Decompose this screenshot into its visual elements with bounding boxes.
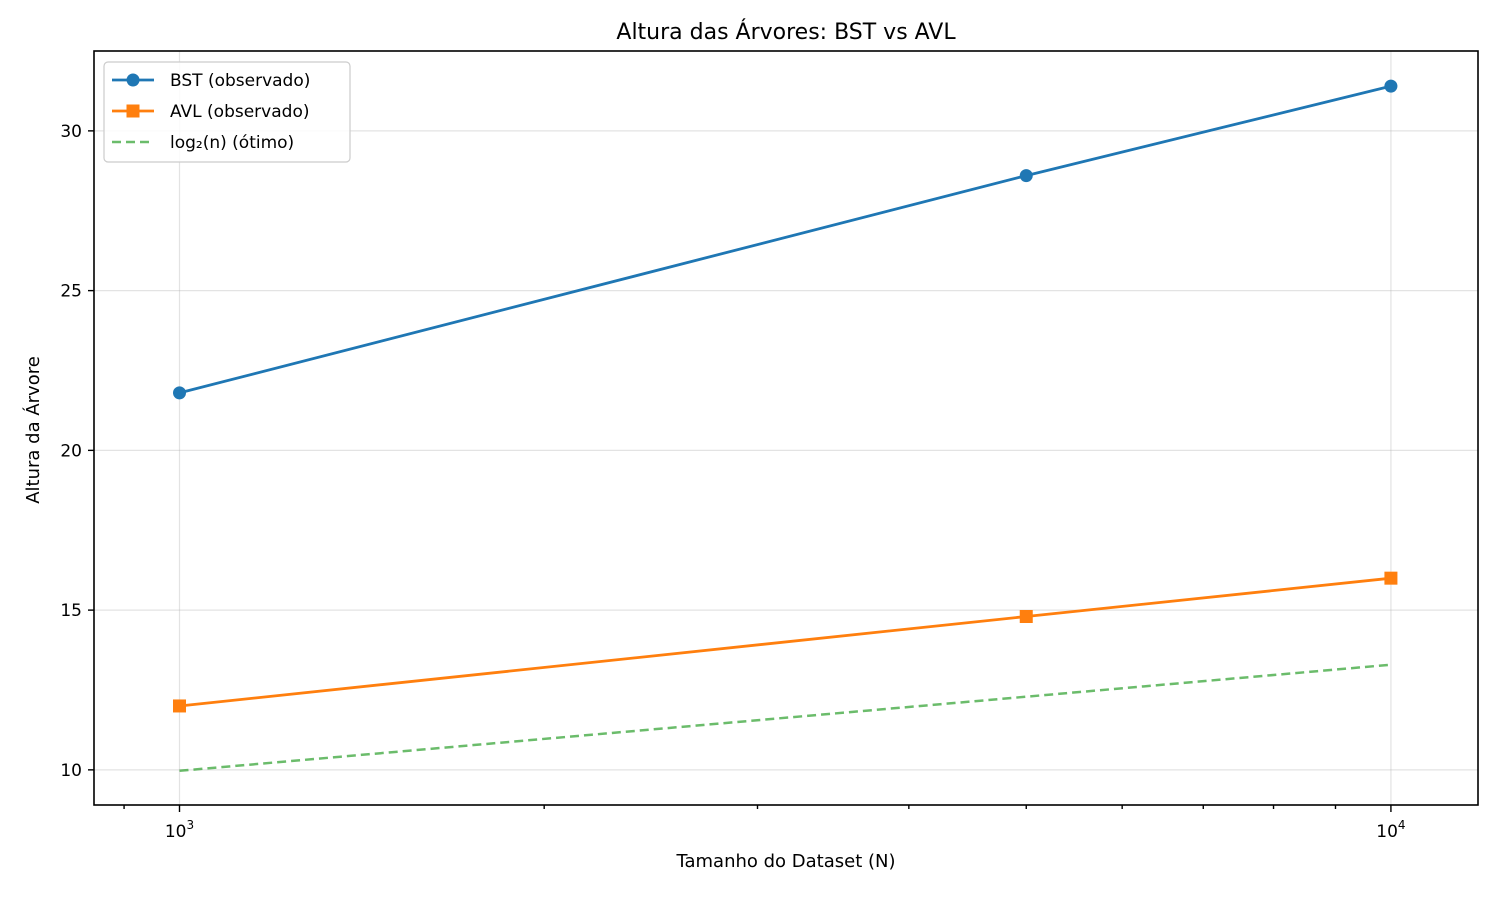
data-point bbox=[1019, 610, 1033, 623]
y-tick-label: 30 bbox=[60, 122, 82, 142]
legend-box bbox=[103, 61, 351, 163]
y-axis-label: Altura da Árvore bbox=[22, 356, 44, 504]
grid bbox=[94, 51, 1478, 805]
legend: BST (observado) AVL (observado) log₂(n) (ó… bbox=[103, 61, 351, 163]
legend-marker bbox=[126, 104, 140, 118]
legend-marker bbox=[126, 73, 140, 87]
y-tick-label: 15 bbox=[60, 601, 82, 621]
x-tick-label: 104 bbox=[1376, 818, 1405, 842]
x-tick-label-base: 10 bbox=[165, 822, 187, 842]
legend-label: AVL (observado) bbox=[170, 102, 309, 122]
series-3 bbox=[179, 663, 1392, 773]
x-tick-label-base: 10 bbox=[1376, 822, 1398, 842]
legend-label: BST (observado) bbox=[170, 71, 310, 91]
y-tick-label: 10 bbox=[60, 761, 82, 781]
legend-label: log₂(n) (ótimo) bbox=[170, 133, 294, 153]
series-2 bbox=[173, 571, 1398, 713]
y-tick-label: 25 bbox=[60, 282, 82, 302]
series-layer bbox=[173, 79, 1398, 773]
x-tick-label-exponent: 4 bbox=[1398, 818, 1406, 832]
data-point bbox=[1019, 169, 1033, 183]
y-tick-label: 20 bbox=[60, 441, 82, 461]
series-1 bbox=[173, 79, 1398, 400]
chart-title: Altura das Árvores: BST vs AVL bbox=[616, 19, 956, 45]
data-point bbox=[1384, 571, 1398, 585]
data-point bbox=[173, 386, 187, 400]
series-line bbox=[179, 663, 1392, 773]
plot-frame bbox=[93, 50, 1479, 806]
x-tick-label: 103 bbox=[165, 818, 194, 842]
x-axis-label: Tamanho do Dataset (N) bbox=[675, 851, 895, 872]
x-tick-label-exponent: 3 bbox=[187, 818, 195, 832]
data-point bbox=[173, 699, 187, 713]
data-point bbox=[1384, 79, 1398, 93]
